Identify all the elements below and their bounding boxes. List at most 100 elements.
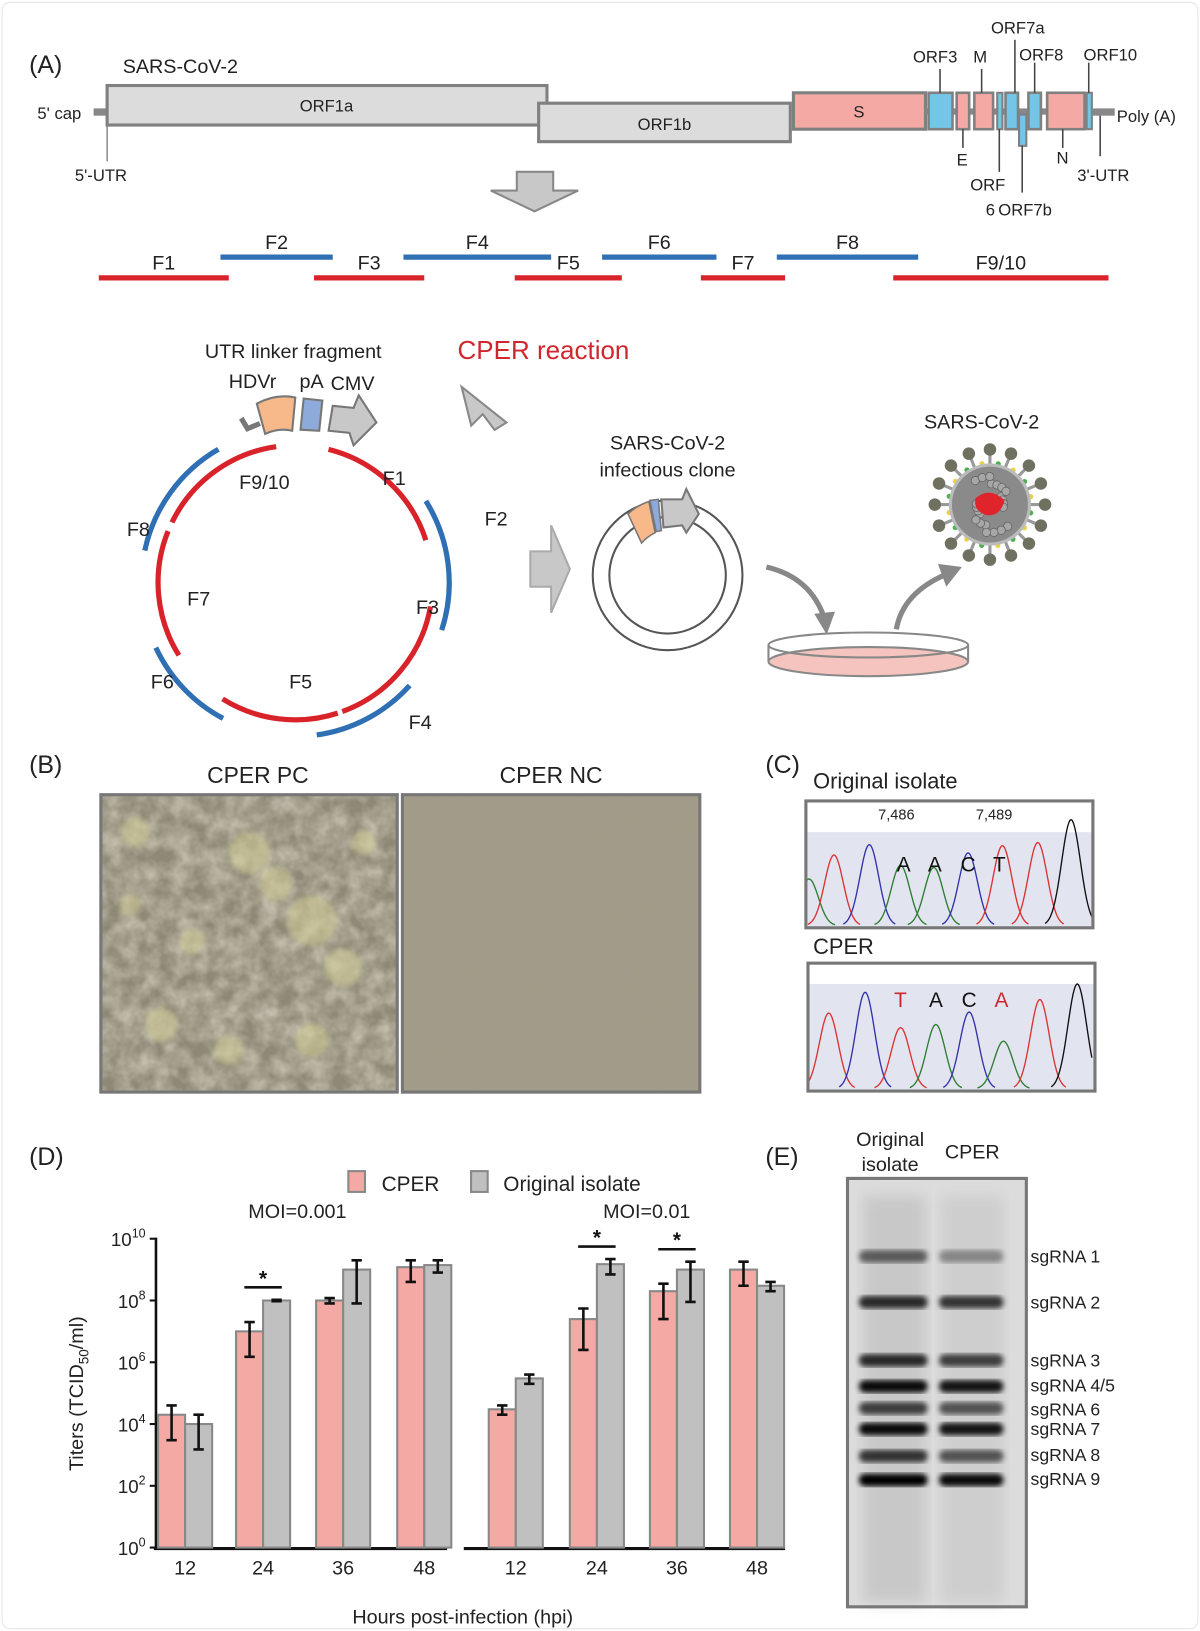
- panel-label-e: (E): [765, 1143, 798, 1171]
- chromatogram-peak: [907, 866, 961, 926]
- circular-fragment-1: [327, 446, 429, 541]
- orf10-label: ORF10: [1084, 46, 1138, 65]
- chromatogram-peak: [806, 1012, 856, 1089]
- linear-fragment-label: F8: [836, 232, 859, 254]
- chromatogram-peak: [909, 1023, 963, 1089]
- bar-cper: [648, 1290, 678, 1549]
- n-label: N: [1056, 149, 1068, 168]
- y-tick-label: 1010: [111, 1227, 146, 1250]
- micrograph-pc-title: CPER PC: [207, 762, 309, 788]
- linear-fragment-label: F2: [265, 232, 288, 254]
- error-bar: [244, 1320, 255, 1359]
- legend-swatch-cper: [347, 1170, 367, 1193]
- circular-fragment-label: F7: [187, 588, 210, 610]
- base-call: C: [962, 989, 977, 1012]
- y-axis-label: Titers (TCID50/ml): [66, 1316, 91, 1471]
- circular-fragment-9: [169, 444, 277, 524]
- orf7a-label: ORF7a: [991, 19, 1045, 38]
- five-utr-label: 5'-UTR: [75, 166, 127, 185]
- poly-a-stub: [1091, 108, 1115, 116]
- bar-original-isolate: [675, 1268, 706, 1549]
- clone-label-line1: SARS-CoV-2: [610, 432, 725, 454]
- culture-dish-icon: [767, 631, 970, 678]
- circular-fragment-8: [142, 447, 220, 552]
- curved-arrow-up-icon: [893, 571, 948, 630]
- significance-marker: *: [259, 1267, 268, 1290]
- bar-original-isolate: [342, 1268, 372, 1549]
- circular-fragment-label: F5: [289, 672, 312, 694]
- micrograph-nc-title: CPER NC: [500, 762, 603, 788]
- chromatogram-peak: [1044, 818, 1093, 924]
- chromatogram-peak: [838, 991, 892, 1088]
- bar-original-isolate: [755, 1284, 786, 1549]
- linear-fragment-label: F1: [152, 253, 175, 275]
- curved-arrow-up-head: [937, 563, 962, 587]
- orf7b-label: ORF7b: [998, 201, 1052, 220]
- n-box: [1045, 91, 1086, 131]
- bar-original-isolate: [262, 1299, 292, 1549]
- error-bar: [166, 1404, 177, 1442]
- orf1a-box: [105, 83, 549, 127]
- gel-band: [858, 1380, 928, 1393]
- chromatogram-cper: [806, 963, 1095, 1092]
- error-bar: [685, 1260, 696, 1304]
- bar-cper: [728, 1268, 759, 1549]
- circular-fragment-6: [153, 646, 225, 721]
- cmv-label: CMV: [331, 373, 376, 395]
- bar-cper: [568, 1318, 598, 1549]
- error-bar: [658, 1282, 669, 1321]
- orf8-box: [1027, 91, 1043, 131]
- x-tick-label: 12: [174, 1558, 196, 1580]
- legend-label-original: Original isolate: [503, 1173, 640, 1196]
- bar-original-isolate: [595, 1263, 625, 1549]
- gel-band: [938, 1401, 1004, 1415]
- error-bar: [578, 1307, 589, 1352]
- gel-band: [858, 1422, 928, 1436]
- e-box: [955, 91, 971, 131]
- linear-fragment-label: F5: [557, 253, 580, 275]
- error-bar: [497, 1404, 508, 1417]
- panel-d: (D) CPER Original isolate MOI=0.001 MOI=…: [29, 1143, 786, 1628]
- gel-band: [938, 1354, 1004, 1367]
- chromatogram-peak: [806, 878, 836, 926]
- original-isolate-title: Original isolate: [813, 768, 957, 793]
- gel-band: [938, 1422, 1004, 1436]
- y-tick-label: 108: [118, 1288, 146, 1311]
- pa-label: pA: [299, 371, 324, 393]
- significance-marker: *: [673, 1229, 682, 1252]
- base-call: T: [993, 854, 1006, 877]
- mutated-base-call: T: [894, 989, 907, 1012]
- northern-blot: [845, 1176, 1028, 1609]
- x-tick-label: 48: [746, 1558, 768, 1580]
- band-label: sgRNA 4/5: [1031, 1376, 1116, 1396]
- linear-fragment-label: F4: [466, 232, 489, 254]
- circular-fragment-7: [155, 530, 182, 657]
- gel-band: [858, 1401, 928, 1415]
- x-tick-label: 12: [505, 1558, 527, 1580]
- three-utr-label: 3'-UTR: [1077, 166, 1129, 185]
- error-bar: [271, 1298, 282, 1303]
- cmv-promoter-arrow-icon: [327, 393, 378, 448]
- linear-fragments: F1 F2 F3 F4 F5 F6 F7 F8 F9/10: [98, 232, 1109, 281]
- error-bar: [351, 1259, 362, 1305]
- x-tick-label: 24: [252, 1558, 274, 1580]
- genome-title: SARS-CoV-2: [123, 56, 238, 78]
- bar-cper: [235, 1330, 265, 1549]
- group-title-moi-001: MOI=0.01: [603, 1201, 690, 1223]
- significance-marker: *: [593, 1226, 602, 1249]
- linker-tail: [239, 416, 261, 432]
- infectious-clone-plasmid: [591, 486, 744, 652]
- panel-label-a: (A): [29, 51, 62, 79]
- micrograph-pc: [99, 793, 399, 1094]
- band-label: sgRNA 9: [1031, 1469, 1101, 1489]
- micrograph-nc: [400, 793, 702, 1094]
- error-bar: [765, 1280, 776, 1293]
- lane-label-original-line1: Original: [856, 1129, 924, 1151]
- pa-segment: [299, 397, 324, 432]
- band-label: sgRNA 7: [1031, 1419, 1101, 1439]
- y-tick-label: 100: [118, 1536, 146, 1559]
- error-bar: [405, 1259, 416, 1284]
